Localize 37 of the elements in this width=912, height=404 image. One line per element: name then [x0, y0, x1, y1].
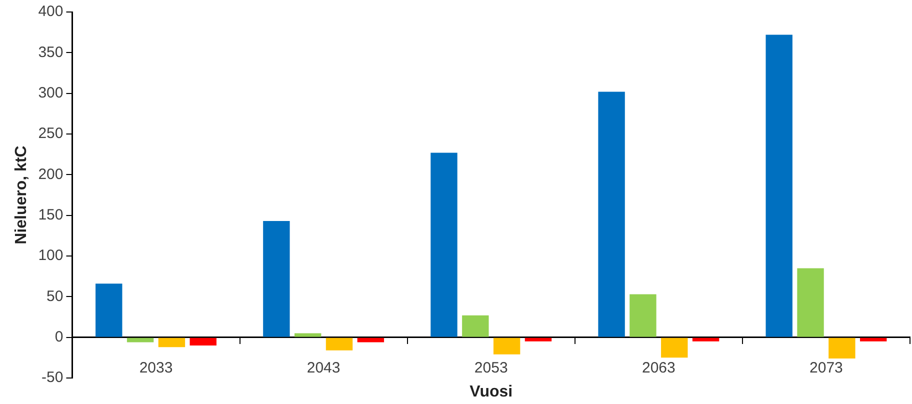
bar	[630, 294, 656, 337]
bar	[766, 34, 792, 337]
bar	[493, 338, 520, 354]
y-tick-label: 350	[38, 44, 64, 61]
bar	[524, 338, 552, 342]
x-axis-title: Vuosi	[470, 383, 513, 400]
bar	[294, 333, 322, 337]
x-tick-label: 2073	[810, 359, 843, 376]
bar	[828, 338, 856, 358]
x-tick-label: 2053	[474, 359, 508, 376]
y-axis-title: Nieluero, ktC	[13, 145, 30, 244]
bar	[357, 338, 384, 342]
x-tick-label: 2033	[139, 359, 173, 376]
bar	[126, 338, 154, 342]
y-tick-label: -50	[42, 369, 64, 386]
bar	[190, 338, 216, 346]
bar	[326, 338, 353, 350]
bar	[462, 315, 489, 337]
bar	[430, 152, 458, 337]
bar	[661, 338, 688, 358]
bar	[797, 268, 824, 337]
y-tick-label: 400	[38, 3, 64, 20]
y-tick-label: 200	[38, 166, 64, 183]
bar	[598, 92, 625, 337]
y-tick-label: 300	[38, 84, 64, 102]
bar	[96, 284, 122, 337]
bar	[263, 221, 290, 337]
x-tick-label: 2063	[642, 359, 676, 376]
bar	[692, 338, 720, 342]
y-tick-label: 150	[38, 206, 64, 224]
x-tick-label: 2043	[306, 359, 340, 376]
y-tick-label: 50	[46, 288, 64, 305]
bar	[860, 338, 887, 342]
y-tick-label: 0	[54, 328, 64, 346]
y-tick-label: 100	[38, 247, 64, 264]
bar	[158, 338, 186, 348]
y-tick-label: 250	[38, 125, 64, 142]
